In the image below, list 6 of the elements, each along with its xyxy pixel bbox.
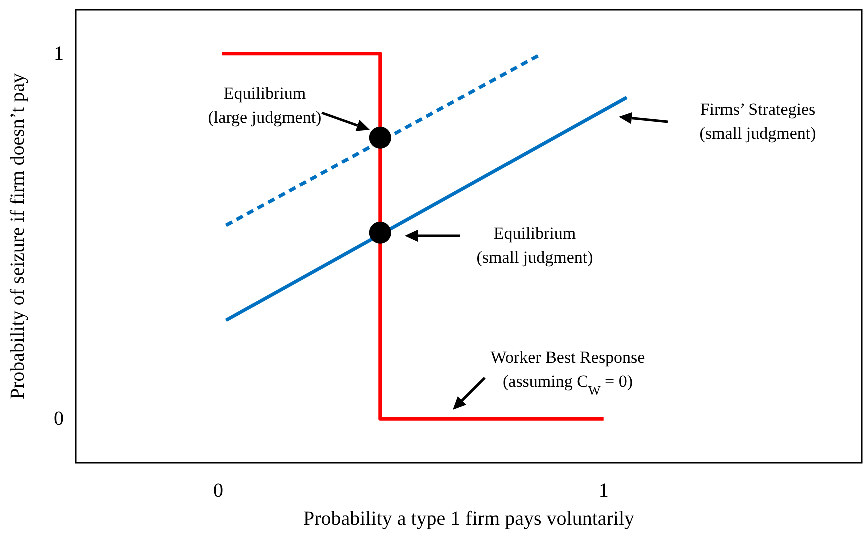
x-axis-title: Probability a type 1 firm pays voluntarily [303,508,635,530]
annotation: Worker Best Response (assuming C$_{W}$ = 0) [490,348,646,398]
y-axis-title: Probability of seizure if firm doesn’t pay [7,73,29,400]
annotation: Firms’ Strategies (small judgment) [700,100,816,143]
annotation: Equilibrium (large judgment) [208,84,322,127]
annotation: Equilibrium (small judgment) [476,224,594,267]
